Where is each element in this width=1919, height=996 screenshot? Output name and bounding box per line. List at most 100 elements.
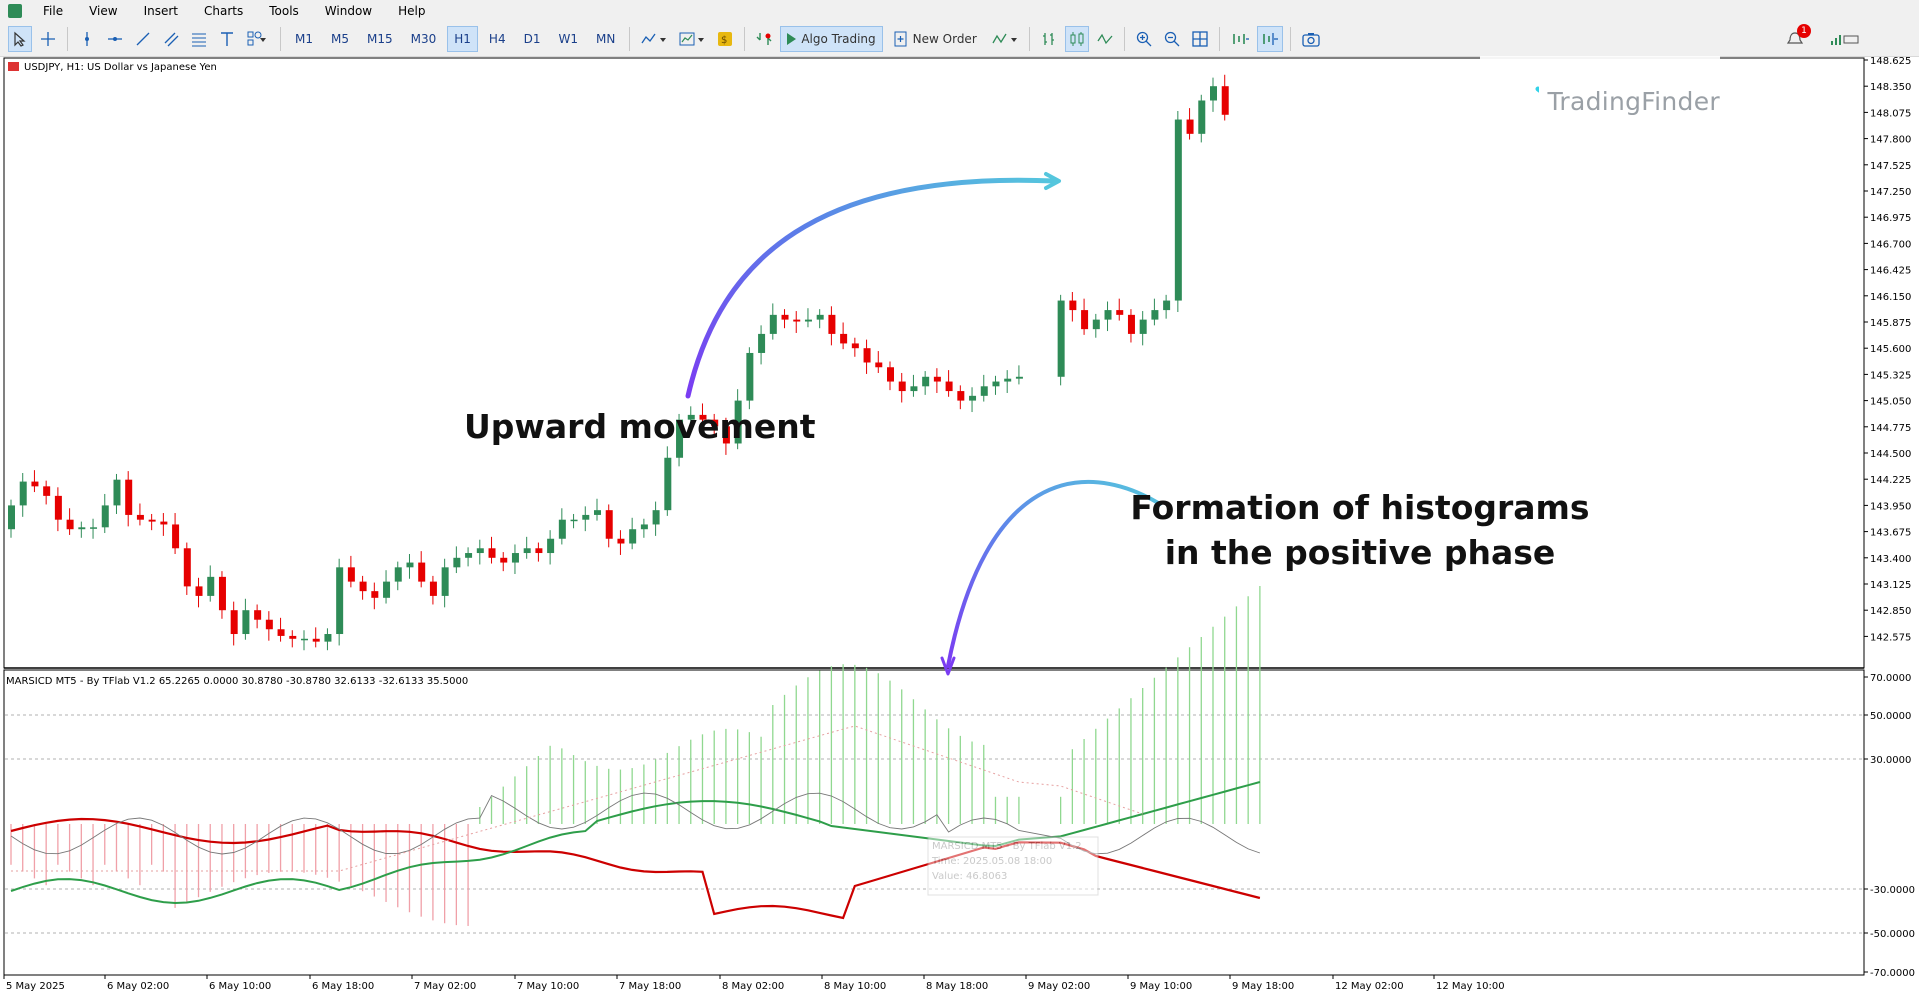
time-label: 7 May 18:00 — [619, 981, 681, 992]
indicators-button[interactable] — [675, 26, 709, 52]
shapes-button[interactable] — [243, 26, 273, 52]
price-label: 142.575 — [1870, 632, 1911, 643]
timeframe-mn[interactable]: MN — [595, 32, 616, 46]
candlestick — [992, 375, 1000, 395]
timeframe-m5[interactable]: M5 — [331, 32, 349, 46]
trendline-button[interactable] — [131, 26, 155, 52]
templates-button[interactable]: $ — [713, 26, 737, 52]
menu-window[interactable]: Window — [324, 4, 373, 18]
indicators-icon — [679, 32, 705, 46]
algo-trading-button[interactable]: Algo Trading — [780, 26, 883, 52]
zoom-in-button[interactable] — [1132, 26, 1156, 52]
chart-shift-icon — [1262, 33, 1278, 45]
chart-shift-button[interactable] — [1256, 26, 1283, 52]
channel-button[interactable] — [159, 26, 183, 52]
price-label: 148.625 — [1870, 56, 1911, 67]
candlestick — [136, 503, 144, 526]
time-label: 7 May 10:00 — [517, 981, 579, 992]
candlestick — [594, 498, 601, 521]
screenshot-button[interactable] — [1298, 26, 1324, 52]
auto-scroll-button[interactable] — [1227, 26, 1253, 52]
market-watch-icon — [756, 33, 772, 45]
timeframe-h1[interactable]: H1 — [447, 26, 478, 52]
signals-button[interactable] — [988, 26, 1022, 52]
zoom-in-icon — [1136, 31, 1152, 47]
text-tool-button[interactable] — [215, 26, 239, 52]
upward-arrowhead — [1044, 172, 1061, 190]
candlestick — [1210, 77, 1217, 112]
candlestick — [383, 570, 391, 604]
candlestick — [570, 513, 578, 529]
svg-text:$: $ — [721, 35, 727, 46]
notifications-button[interactable]: 1 — [1782, 24, 1811, 52]
candlestick — [887, 361, 894, 391]
candlestick — [1092, 313, 1100, 338]
red-signal-line — [10, 817, 1261, 920]
line-chart-icon — [641, 33, 667, 44]
fibonacci-button[interactable] — [187, 26, 211, 52]
menu-tools[interactable]: Tools — [269, 4, 299, 18]
price-label: 143.125 — [1870, 580, 1911, 591]
candlestick — [312, 627, 320, 648]
line-chart-button[interactable] — [1093, 26, 1117, 52]
timeframe-m1[interactable]: M1 — [295, 32, 313, 46]
zoom-out-button[interactable] — [1160, 26, 1184, 52]
timeframe-d1[interactable]: D1 — [523, 32, 541, 46]
candlestick — [125, 471, 133, 527]
chart-type-button[interactable] — [637, 26, 671, 52]
price-label: 143.950 — [1870, 501, 1911, 512]
algo-trading-label: Algo Trading — [801, 32, 876, 46]
timeframe-w1[interactable]: W1 — [558, 32, 578, 46]
candlestick — [652, 501, 660, 536]
price-axis: 148.625 148.350 148.075 147.800 147.525 147.2… — [1864, 56, 1911, 643]
histogram — [10, 586, 1261, 926]
candlestick — [769, 303, 777, 340]
timeframe-m30[interactable]: M30 — [410, 32, 437, 46]
candlestick — [54, 487, 62, 532]
horizontal-line-button[interactable] — [103, 26, 127, 52]
candlestick — [207, 565, 215, 602]
timeframe-m15[interactable]: M15 — [367, 32, 393, 46]
candlestick — [78, 521, 86, 538]
candlestick-button[interactable] — [1064, 26, 1089, 52]
watermark-brand: TradingFinder — [1547, 86, 1720, 116]
vertical-line-button[interactable] — [75, 26, 99, 52]
notification-badge: 1 — [1797, 24, 1811, 38]
menu-help[interactable]: Help — [398, 4, 426, 18]
symbol-flag-icon — [8, 62, 19, 71]
menu-charts[interactable]: Charts — [204, 4, 244, 18]
candlestick — [277, 617, 285, 642]
tile-windows-button[interactable] — [1188, 26, 1212, 52]
candlestick-icon — [1070, 32, 1084, 46]
timeframe-h4[interactable]: H4 — [488, 32, 506, 46]
candlestick — [359, 575, 367, 600]
menu-view[interactable]: View — [89, 4, 118, 18]
candlestick — [301, 630, 308, 651]
crosshair-tool-button[interactable] — [36, 26, 60, 52]
candlestick — [687, 406, 695, 432]
candlestick — [804, 308, 812, 328]
market-watch-button[interactable] — [752, 26, 776, 52]
menu-file[interactable]: File — [43, 4, 64, 18]
chart-area[interactable]: USDJPY, H1: US Dollar vs Japanese Yen MA… — [0, 56, 1919, 996]
candlestick — [441, 558, 449, 608]
bar-chart-button[interactable] — [1037, 26, 1061, 52]
candlestick — [183, 542, 191, 595]
candlestick — [758, 325, 766, 365]
time-label: 12 May 10:00 — [1436, 981, 1505, 992]
cursor-tool-button[interactable] — [8, 26, 32, 52]
tooltip-name: MARSICD MT5 - By TFlab V1.2 — [932, 841, 1082, 852]
new-order-button[interactable]: New Order — [887, 26, 984, 52]
candlestick — [500, 552, 508, 572]
candlestick — [1127, 309, 1135, 343]
candlestick — [148, 513, 156, 531]
price-label: 147.525 — [1870, 161, 1911, 172]
candlestick — [722, 417, 730, 455]
chart-canvas[interactable]: USDJPY, H1: US Dollar vs Japanese Yen MA… — [0, 56, 1919, 996]
time-label: 6 May 18:00 — [312, 981, 374, 992]
menu-insert[interactable]: Insert — [143, 4, 178, 18]
signal-strength-button[interactable] — [1826, 26, 1864, 52]
signals-icon — [992, 33, 1017, 44]
fibonacci-icon — [192, 33, 206, 47]
indicator-scale-label: -30.0000 — [1870, 885, 1915, 896]
